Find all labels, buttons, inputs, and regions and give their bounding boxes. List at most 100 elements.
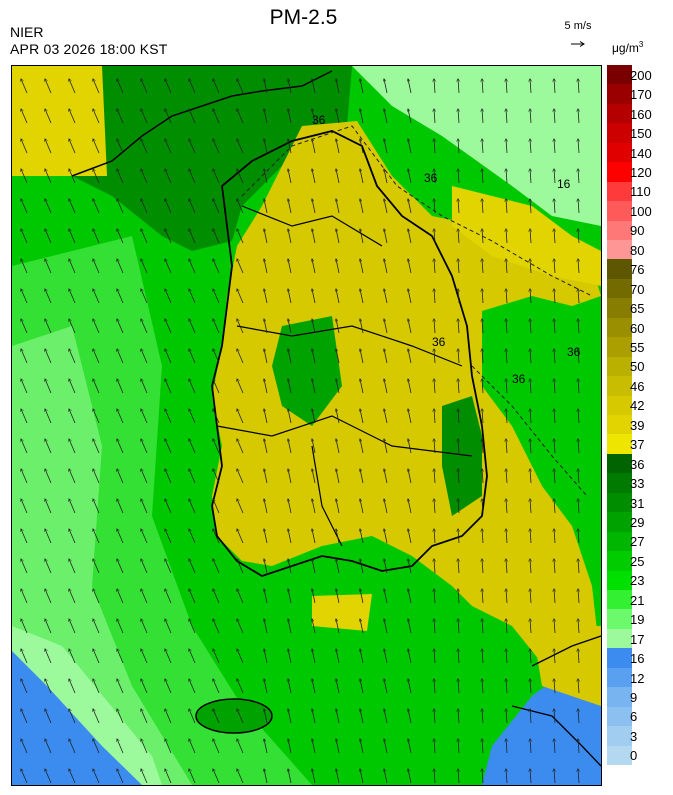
wind-vector-arrow-icon bbox=[312, 379, 316, 394]
wind-vector-arrow-icon bbox=[336, 439, 340, 454]
wind-vector-arrow-icon bbox=[506, 709, 507, 724]
legend-swatch bbox=[607, 65, 632, 85]
wind-vector-arrow-icon bbox=[506, 679, 507, 694]
wind-vector-arrow-icon bbox=[312, 409, 316, 424]
wind-vector-arrow-icon bbox=[264, 469, 268, 484]
wind-vector-arrow-icon bbox=[384, 469, 388, 484]
wind-vector-arrow-icon bbox=[384, 589, 388, 604]
wind-vector-arrow-icon bbox=[554, 229, 555, 244]
wind-vector-arrow-icon bbox=[264, 739, 268, 754]
wind-vector-arrow-icon bbox=[578, 379, 579, 394]
jeju-island-outline bbox=[195, 698, 273, 734]
wind-vector-arrow-icon bbox=[213, 709, 220, 724]
wind-vector-arrow-icon bbox=[408, 619, 412, 634]
wind-vector-arrow-icon bbox=[434, 169, 435, 184]
wind-vector-arrow-icon bbox=[434, 709, 435, 724]
wind-vector-arrow-icon bbox=[69, 529, 76, 544]
wind-vector-arrow-icon bbox=[360, 589, 364, 604]
wind-vector-arrow-icon bbox=[458, 769, 459, 784]
wind-vector-arrow-icon bbox=[408, 289, 412, 304]
wind-vector-arrow-icon bbox=[434, 319, 435, 334]
wind-vector-arrow-icon bbox=[237, 739, 244, 754]
wind-vector-arrow-icon bbox=[384, 199, 388, 214]
wind-vector-arrow-icon bbox=[530, 439, 531, 454]
legend-swatch bbox=[607, 492, 632, 513]
wind-vector-arrow-icon bbox=[408, 589, 412, 604]
wind-vector-arrow-icon bbox=[506, 109, 507, 124]
wind-vector-arrow-icon bbox=[288, 529, 292, 544]
wind-vector-arrow-icon bbox=[360, 559, 364, 574]
legend-swatch bbox=[607, 570, 632, 591]
wind-vector-arrow-icon bbox=[165, 199, 172, 214]
legend-swatch bbox=[607, 259, 632, 280]
wind-vector-arrow-icon bbox=[482, 409, 483, 424]
wind-vector-arrow-icon bbox=[93, 169, 100, 184]
wind-vector-arrow-icon bbox=[384, 79, 388, 94]
legend-label: 100 bbox=[630, 203, 652, 219]
wind-vector-arrow-icon bbox=[458, 169, 459, 184]
legend-label: 65 bbox=[630, 301, 645, 317]
wind-vector-arrow-icon bbox=[408, 169, 412, 184]
legend-swatch bbox=[607, 531, 632, 552]
legend-swatch bbox=[607, 726, 632, 747]
wind-vector-arrow-icon bbox=[141, 109, 148, 124]
wind-vector-arrow-icon bbox=[237, 319, 244, 334]
legend-label: 0 bbox=[630, 748, 638, 764]
wind-vector-arrow-icon bbox=[408, 229, 412, 244]
wind-vector-arrow-icon bbox=[93, 379, 100, 394]
legend-label: 80 bbox=[630, 242, 645, 258]
unit-label: μg/m3 bbox=[612, 40, 643, 55]
wind-vector-arrow-icon bbox=[264, 709, 268, 724]
pm25-map-panel[interactable]: 36 36 36 36 16 36 bbox=[11, 65, 602, 786]
wind-vector-arrow-icon bbox=[264, 439, 268, 454]
wind-vector-arrow-icon bbox=[237, 559, 244, 574]
wind-vector-arrow-icon bbox=[189, 289, 196, 304]
wind-vector-arrow-icon bbox=[141, 649, 148, 664]
concentration-zone-39-sea-patch bbox=[312, 594, 372, 631]
legend-swatch bbox=[607, 298, 632, 319]
japan-coastline bbox=[511, 635, 601, 767]
legend-swatch bbox=[607, 628, 632, 649]
contour-line-36-east bbox=[471, 365, 588, 497]
wind-vector-arrow-icon bbox=[93, 469, 100, 484]
wind-vector-arrow-icon bbox=[312, 109, 316, 124]
wind-vector-arrow-icon bbox=[360, 529, 364, 544]
legend-swatch bbox=[607, 220, 632, 241]
wind-vector-arrow-icon bbox=[213, 319, 220, 334]
wind-vector-arrow-icon bbox=[189, 79, 196, 94]
wind-vector-arrow-icon bbox=[384, 769, 388, 784]
wind-vector-arrow-icon bbox=[21, 769, 28, 784]
wind-vector-arrow-icon bbox=[117, 529, 124, 544]
wind-vector-arrow-icon bbox=[578, 709, 579, 724]
wind-vector-arrow-icon bbox=[141, 709, 148, 724]
wind-vector-arrow-icon bbox=[530, 589, 531, 604]
wind-vector-arrow-icon bbox=[237, 709, 244, 724]
wind-vector-arrow-icon bbox=[458, 589, 459, 604]
wind-vector-arrow-icon bbox=[554, 769, 555, 784]
wind-vector-arrow-icon bbox=[189, 229, 196, 244]
wind-vector-arrow-icon bbox=[458, 679, 459, 694]
wind-vector-arrow-icon bbox=[141, 289, 148, 304]
wind-vector-arrow-icon bbox=[530, 289, 531, 304]
wind-vector-arrow-icon bbox=[408, 319, 412, 334]
wind-vector-arrow-icon bbox=[213, 769, 220, 784]
wind-vector-arrow-icon bbox=[141, 229, 148, 244]
wind-vector-arrow-icon bbox=[21, 559, 28, 574]
wind-vector-arrow-icon bbox=[21, 109, 28, 124]
wind-vector-arrow-icon bbox=[336, 499, 340, 514]
contour-label-central: 36 bbox=[432, 335, 446, 349]
wind-vector-arrow-icon bbox=[312, 229, 316, 244]
legend-label: 33 bbox=[630, 476, 645, 492]
legend-swatch bbox=[607, 473, 632, 494]
wind-vector-arrow-icon bbox=[360, 109, 364, 124]
wind-vector-arrow-icon bbox=[141, 499, 148, 514]
wind-vector-arrow-icon bbox=[237, 79, 244, 94]
wind-vector-arrow-icon bbox=[458, 379, 459, 394]
wind-vector-arrow-icon bbox=[530, 79, 531, 94]
legend-swatch bbox=[607, 590, 632, 610]
wind-vector-arrow-icon bbox=[93, 229, 100, 244]
wind-vector-arrow-icon bbox=[360, 769, 364, 784]
wind-vector-arrow-icon bbox=[506, 469, 507, 484]
wind-vector-arrow-icon bbox=[506, 139, 507, 154]
wind-vector-arrow-icon bbox=[45, 199, 52, 214]
